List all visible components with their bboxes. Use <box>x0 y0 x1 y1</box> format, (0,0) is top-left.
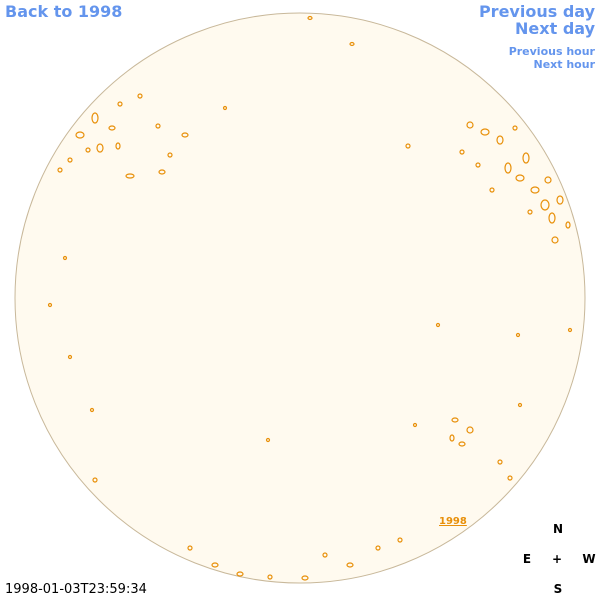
next-hour-link[interactable]: Next hour <box>533 58 596 71</box>
compass-west: W <box>582 552 596 566</box>
back-link[interactable]: Back to 1998 <box>5 2 123 21</box>
compass-east: E <box>522 552 532 566</box>
compass-center: + <box>551 552 563 566</box>
timestamp: 1998-01-03T23:59:34 <box>5 582 147 597</box>
solar-disk <box>14 12 586 584</box>
compass-south: S <box>553 582 563 596</box>
next-day-link[interactable]: Next day <box>515 19 595 38</box>
previous-day-link[interactable]: Previous day <box>478 2 595 21</box>
magnetic-contours <box>47 15 573 581</box>
compass-north: N <box>552 522 564 536</box>
previous-hour-link[interactable]: Previous hour <box>508 45 595 58</box>
year-link[interactable]: 1998 <box>439 516 467 527</box>
